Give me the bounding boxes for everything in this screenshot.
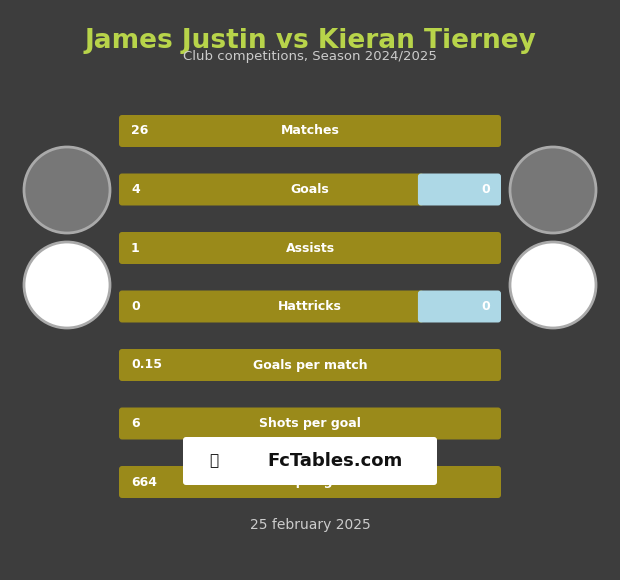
Text: 0: 0	[481, 300, 490, 313]
Text: Shots per goal: Shots per goal	[259, 417, 361, 430]
FancyBboxPatch shape	[418, 291, 501, 322]
Text: FcTables.com: FcTables.com	[267, 452, 402, 470]
Text: 4: 4	[131, 183, 140, 196]
FancyBboxPatch shape	[119, 115, 501, 147]
FancyBboxPatch shape	[119, 173, 424, 205]
Text: 6: 6	[131, 417, 140, 430]
Circle shape	[24, 147, 110, 233]
Text: Assists: Assists	[285, 241, 335, 255]
Circle shape	[510, 242, 596, 328]
FancyBboxPatch shape	[119, 232, 501, 264]
Circle shape	[24, 242, 110, 328]
Text: 25 february 2025: 25 february 2025	[250, 518, 370, 532]
Text: 0.15: 0.15	[131, 358, 162, 372]
Text: Min per goal: Min per goal	[266, 476, 354, 488]
FancyBboxPatch shape	[119, 408, 501, 440]
Text: Hattricks: Hattricks	[278, 300, 342, 313]
Text: Matches: Matches	[281, 125, 339, 137]
Text: 📈: 📈	[210, 454, 219, 469]
FancyBboxPatch shape	[119, 291, 424, 322]
Circle shape	[510, 147, 596, 233]
Text: Goals per match: Goals per match	[253, 358, 367, 372]
Text: James Justin vs Kieran Tierney: James Justin vs Kieran Tierney	[84, 28, 536, 54]
FancyBboxPatch shape	[418, 173, 501, 205]
Text: 0: 0	[131, 300, 140, 313]
FancyBboxPatch shape	[183, 437, 437, 485]
Text: 1: 1	[131, 241, 140, 255]
Text: Club competitions, Season 2024/2025: Club competitions, Season 2024/2025	[183, 50, 437, 63]
Text: 664: 664	[131, 476, 157, 488]
FancyBboxPatch shape	[119, 466, 501, 498]
Text: 26: 26	[131, 125, 148, 137]
Text: 0: 0	[481, 183, 490, 196]
FancyBboxPatch shape	[119, 349, 501, 381]
Text: Goals: Goals	[291, 183, 329, 196]
